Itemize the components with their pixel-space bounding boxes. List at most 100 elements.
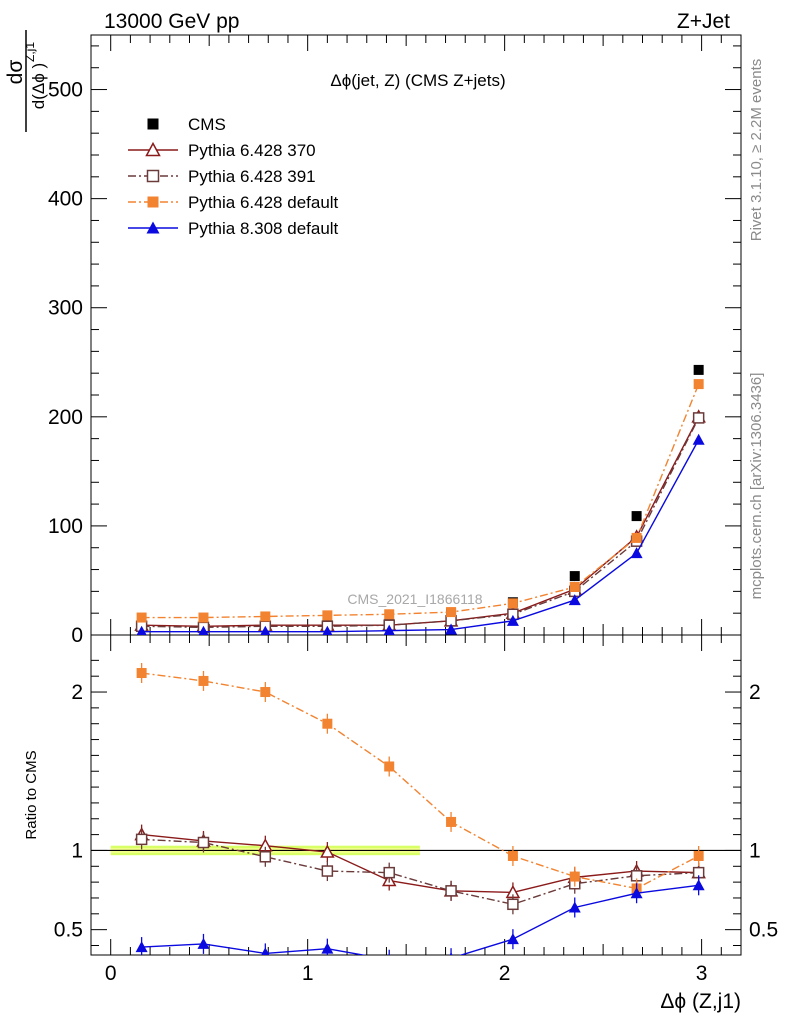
ratio-data-point	[507, 850, 518, 861]
y-label-denominator: d(Δϕ )	[29, 63, 48, 109]
main-data-point	[693, 364, 704, 375]
legend-label: Pythia 6.428 default	[188, 193, 339, 212]
ratio-data-point	[384, 761, 395, 772]
header-energy-label: 13000 GeV pp	[104, 10, 239, 33]
main-y-tick-label: 500	[48, 79, 83, 102]
main-data-point	[136, 625, 147, 635]
ratio-series-2	[136, 663, 704, 899]
ratio-series-line	[141, 833, 699, 894]
main-data-point	[136, 612, 147, 623]
main-y-tick-label: 200	[48, 406, 83, 429]
ratio-data-point	[449, 952, 453, 955]
main-y-tick-label: 400	[48, 188, 83, 211]
ratio-data-point	[136, 668, 147, 679]
main-data-point	[446, 607, 457, 618]
y-label-numerator: dσ	[4, 60, 27, 85]
ratio-y-tick-label-right: 2	[749, 681, 761, 704]
ratio-data-point	[198, 675, 209, 686]
ratio-data-point	[506, 933, 519, 945]
main-data-point	[198, 612, 209, 623]
axes-layer: 0 100 200 300 400 500 0 1 2 3 0.5 0.5 1 1 2 2	[48, 35, 778, 985]
ratio-data-point	[445, 885, 457, 897]
ratio-series-line	[141, 884, 699, 955]
ratio-data-point	[446, 816, 457, 827]
y-label-superscript: Z,j1	[23, 42, 37, 62]
main-y-tick-label: 300	[48, 297, 83, 320]
main-data-point	[322, 625, 333, 635]
ratio-data-point	[692, 879, 705, 891]
ratio-data-point	[320, 844, 335, 858]
ratio-data-point	[568, 901, 581, 913]
ratio-x-tick-label: 3	[696, 962, 708, 985]
ratio-data-point	[197, 836, 210, 849]
legend-item: Pythia 6.428 370	[128, 141, 316, 160]
legend-item: Pythia 8.308 default	[128, 219, 339, 238]
main-data-point	[568, 594, 581, 606]
ratio-data-point	[693, 850, 704, 861]
main-data-point	[631, 532, 642, 543]
ratio-data-point	[383, 866, 395, 879]
legend-marker	[147, 118, 159, 130]
ratio-y-tick-label-right: 0.5	[749, 919, 778, 942]
main-series-line	[141, 383, 700, 619]
ratio-band	[91, 845, 741, 856]
legend-marker	[146, 169, 160, 183]
ratio-x-tick-label: 1	[302, 962, 314, 985]
ratio-data-point	[261, 947, 270, 955]
ratio-data-point	[322, 718, 333, 729]
ratio-y-tick-label-right: 1	[749, 839, 761, 862]
main-y-tick-label: 100	[48, 515, 83, 538]
ratio-x-tick-label: 2	[499, 962, 511, 985]
ratio-series-layer	[134, 663, 706, 955]
main-data-point	[260, 611, 271, 622]
ratio-data-point	[197, 937, 210, 949]
main-data-point	[507, 598, 518, 609]
main-data-point	[383, 624, 395, 635]
ratio-data-point	[569, 871, 580, 882]
legend-marker	[146, 221, 160, 234]
analysis-watermark: CMS_2021_I1866118	[347, 591, 482, 607]
main-data-point	[198, 625, 209, 635]
legend-label: CMS	[188, 115, 226, 134]
legend-label: Pythia 6.428 391	[188, 167, 316, 186]
main-data-point	[692, 412, 705, 424]
main-data-point	[569, 571, 580, 582]
ratio-series-0	[134, 824, 706, 903]
ratio-series-line	[141, 672, 699, 890]
header-process-label: Z+Jet	[677, 10, 730, 33]
legend-item: CMS	[147, 115, 226, 134]
legend-item: Pythia 6.428 default	[128, 193, 339, 212]
ratio-series-3	[135, 875, 705, 955]
main-data-point	[630, 547, 643, 559]
ratio-data-point	[321, 865, 334, 877]
rivet-label: Rivet 3.1.10, ≥ 2.2M events	[748, 59, 765, 242]
main-data-point	[692, 433, 705, 445]
legend-marker	[145, 141, 161, 157]
main-data-point	[506, 614, 519, 626]
main-y-axis-label: dσ d(Δϕ ) Z,j1	[4, 30, 48, 132]
ratio-y-axis-label: Ratio to CMS	[23, 750, 40, 839]
ratio-x-tick-label: 0	[105, 962, 117, 985]
ratio-data-point	[507, 898, 519, 911]
main-series-line	[141, 439, 700, 633]
legend-marker	[147, 196, 159, 208]
ratio-y-tick-label: 2	[71, 681, 83, 704]
legend: CMS Pythia 6.428 370 Pythia 6.428 391 Pythi…	[128, 115, 339, 238]
main-series-4	[136, 433, 705, 635]
ratio-data-point	[259, 851, 272, 863]
x-axis-label: Δϕ (Z,j1)	[660, 990, 741, 1013]
main-data-point	[260, 625, 271, 635]
ratio-data-point	[260, 687, 271, 698]
ratio-y-tick-label: 0.5	[54, 919, 83, 942]
ratio-data-point	[388, 953, 390, 955]
main-data-point	[322, 610, 333, 621]
ratio-data-point	[321, 942, 334, 954]
main-series-layer	[134, 364, 706, 635]
ratio-plot-frame	[90, 634, 742, 956]
plot-title: Δϕ(jet, Z) (CMS Z+jets)	[330, 71, 505, 90]
legend-label: Pythia 8.308 default	[188, 219, 339, 238]
main-data-point	[569, 582, 580, 592]
ratio-y-tick-label: 1	[71, 839, 83, 862]
main-data-point	[445, 623, 458, 635]
